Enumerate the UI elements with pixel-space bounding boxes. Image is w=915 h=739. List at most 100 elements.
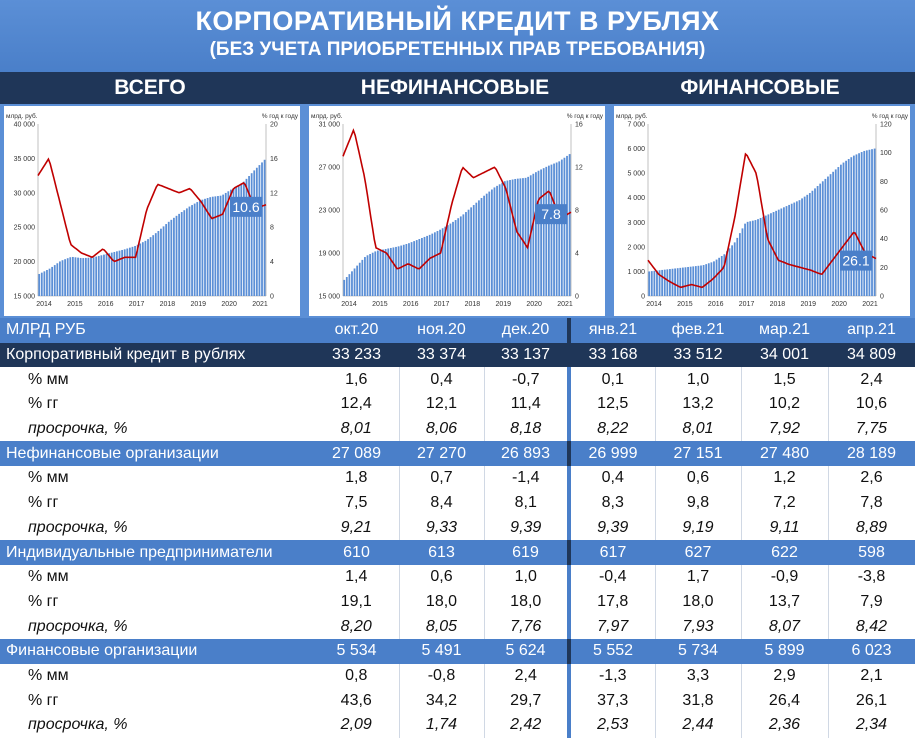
credit-table: МЛРД РУБ окт.20 ноя.20 дек.20 янв.21 фев.21 ма…	[0, 318, 915, 738]
bar	[358, 262, 361, 296]
cell-value: 0,6	[655, 466, 742, 491]
bar	[436, 231, 439, 296]
bar	[558, 161, 561, 296]
y-left-tick-label: 25 000	[14, 225, 36, 232]
bar	[467, 209, 470, 296]
bar	[749, 221, 752, 296]
cell-value: 1,4	[314, 564, 400, 590]
bar	[193, 203, 196, 296]
bar	[214, 196, 217, 296]
cell-value: 26,1	[828, 688, 915, 713]
cell-value: 8,07	[741, 614, 829, 639]
bar	[387, 248, 390, 296]
bar	[650, 271, 653, 296]
bar	[808, 193, 811, 296]
bar	[710, 262, 713, 296]
cell-value: 8,42	[828, 614, 915, 639]
cell-value: 9,19	[655, 515, 742, 541]
bar	[498, 184, 501, 296]
cell-value: 12,5	[567, 392, 656, 417]
bar	[165, 224, 168, 296]
bar	[167, 221, 170, 296]
bar	[253, 170, 256, 296]
y-right-tick-label: 0	[270, 294, 274, 301]
chart-nonfinancial: млрд. руб. % год к году 31 000 27 000 23 000…	[309, 106, 605, 316]
group-total-row: Финансовые организации 5 534 5 491 5 624 5 5…	[0, 638, 915, 664]
cell-value: 5 624	[484, 638, 569, 664]
cell-value: 2,9	[741, 663, 829, 689]
bar	[126, 248, 129, 296]
last-value-label: 26.1	[842, 253, 869, 269]
cell-value: 7,9	[828, 589, 915, 615]
cell-value: фев.21	[655, 318, 741, 343]
bar	[658, 270, 661, 296]
last-value-label: 7.8	[541, 206, 561, 222]
bar	[648, 271, 651, 296]
cell-value: 610	[314, 540, 399, 565]
bar	[746, 221, 749, 296]
bar	[731, 245, 733, 296]
cell-value: 7,8	[828, 490, 915, 516]
x-tick-label: 2016	[708, 301, 724, 308]
bar	[51, 266, 54, 296]
y-left-tick-label: 1 000	[627, 269, 645, 276]
bar	[175, 215, 178, 296]
cell-value: -0,8	[399, 663, 485, 689]
table-row: просрочка, % 8,01 8,06 8,18 8,22 8,01 7,92 7,75	[0, 416, 915, 442]
bar	[679, 267, 682, 296]
bar	[441, 228, 444, 296]
bar	[865, 150, 868, 296]
cell-value: 27 270	[399, 441, 484, 467]
bar	[783, 207, 785, 296]
bar	[219, 195, 222, 296]
bar	[100, 255, 103, 296]
bar	[718, 257, 721, 296]
bar	[793, 202, 796, 296]
cell-value: 1,2	[741, 466, 829, 491]
cell-value: 5 899	[741, 638, 828, 664]
cell-value: 7,93	[655, 614, 742, 639]
bar	[842, 162, 845, 296]
bar	[162, 226, 165, 296]
chart-financial: млрд. руб. % год к году 7 000 6 000 5 000 4 0…	[614, 106, 910, 316]
bar	[511, 179, 514, 296]
bar	[255, 167, 258, 296]
bar	[353, 268, 356, 296]
cell-value: ноя.20	[399, 318, 484, 343]
y-right-tick-label: 0	[575, 294, 579, 301]
bar	[681, 267, 684, 296]
bar	[803, 196, 806, 296]
bar	[532, 173, 535, 296]
bar	[744, 223, 746, 296]
bar	[684, 267, 687, 296]
y-left-tick-label: 0	[641, 294, 645, 301]
y-right-tick-label: 40	[880, 236, 888, 243]
bar	[235, 186, 237, 296]
bar	[361, 259, 364, 296]
yoy-growth-line	[647, 152, 877, 289]
table-row: просрочка, % 9,21 9,33 9,39 9,39 9,19 9,11 8,89	[0, 515, 915, 541]
cell-value: 34 809	[828, 342, 915, 368]
bar	[178, 213, 180, 296]
bar	[157, 231, 160, 296]
cell-value: 2,36	[741, 713, 829, 738]
bar	[82, 258, 85, 296]
cell-value: 613	[399, 540, 484, 565]
cell-value: 619	[484, 540, 569, 565]
bar	[454, 220, 457, 296]
bar	[136, 244, 139, 296]
bar	[84, 257, 87, 296]
bar	[795, 201, 798, 296]
bar	[827, 176, 829, 296]
bar	[873, 148, 876, 296]
section-header-band: ВСЕГО НЕФИНАНСОВЫЕ ФИНАНСОВЫЕ	[0, 72, 915, 104]
title-band: КОРПОРАТИВНЫЙ КРЕДИТ В РУБЛЯХ (БЕЗ УЧЕТА…	[0, 0, 915, 72]
cell-value: 7,2	[741, 490, 829, 516]
cell-value: 9,33	[399, 515, 485, 541]
cell-value: 19,1	[314, 589, 400, 615]
row-label: просрочка, %	[0, 515, 314, 541]
cell-value: 12,1	[399, 392, 485, 417]
bar	[751, 220, 754, 296]
bar	[537, 170, 540, 296]
y-left-tick-label: 23 000	[319, 208, 341, 215]
